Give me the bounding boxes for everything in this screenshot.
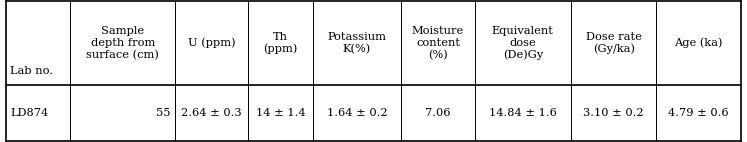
Text: 2.64 ± 0.3: 2.64 ± 0.3 (182, 108, 242, 118)
Text: 14 ± 1.4: 14 ± 1.4 (255, 108, 306, 118)
Text: Moisture
content
(%): Moisture content (%) (412, 26, 464, 60)
Text: 4.79 ± 0.6: 4.79 ± 0.6 (669, 108, 729, 118)
Text: Sample
depth from
surface (cm): Sample depth from surface (cm) (87, 26, 159, 60)
Text: Lab no.: Lab no. (10, 66, 54, 76)
Text: 55: 55 (156, 108, 170, 118)
Text: Equivalent
dose
(De)Gy: Equivalent dose (De)Gy (492, 26, 554, 60)
Text: U (ppm): U (ppm) (187, 38, 235, 48)
Text: Age (ka): Age (ka) (675, 38, 723, 48)
Text: Potassium
K(%): Potassium K(%) (327, 32, 386, 54)
Text: LD874: LD874 (10, 108, 49, 118)
Text: 7.06: 7.06 (425, 108, 450, 118)
Text: 1.64 ± 0.2: 1.64 ± 0.2 (326, 108, 387, 118)
Text: Th
(ppm): Th (ppm) (263, 32, 297, 54)
Text: Dose rate
(Gy/ka): Dose rate (Gy/ka) (586, 32, 642, 54)
Text: 3.10 ± 0.2: 3.10 ± 0.2 (583, 108, 644, 118)
Text: 14.84 ± 1.6: 14.84 ± 1.6 (489, 108, 557, 118)
